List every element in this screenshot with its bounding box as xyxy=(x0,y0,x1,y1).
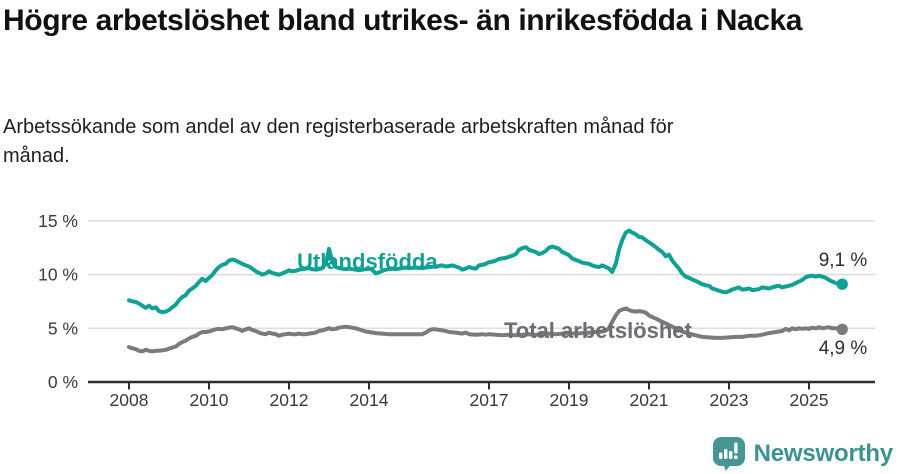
y-tick-label-15: 15 % xyxy=(38,211,78,231)
x-tick-label-2012: 2012 xyxy=(270,390,309,410)
x-tick-label-2019: 2019 xyxy=(550,390,589,410)
x-tick-label-2014: 2014 xyxy=(350,390,389,410)
chart-series xyxy=(127,228,848,354)
x-tick-label-2010: 2010 xyxy=(190,390,229,410)
y-tick-label-5: 5 % xyxy=(48,318,78,338)
series-end-dot-total xyxy=(836,323,848,335)
x-tick-label-2021: 2021 xyxy=(630,390,669,410)
brand-name: Newsworthy xyxy=(753,440,894,467)
chart-gridlines: 0 % 5 % 10 % 15 % xyxy=(38,211,875,392)
series-end-dot-utlandsfodda xyxy=(836,278,848,290)
end-value-label-total: 4,9 % xyxy=(819,338,868,359)
page-title: Högre arbetslöshet bland utrikes- än inr… xyxy=(3,4,803,37)
x-tick-label-2017: 2017 xyxy=(470,390,509,410)
x-tick-label-2025: 2025 xyxy=(790,390,829,410)
y-tick-label-10: 10 % xyxy=(38,265,78,285)
line-chart: 0 %5 %10 %15 % 2008 2010 2012 2014 2017 2019 2… xyxy=(38,211,875,410)
y-tick-label-0: 0 % xyxy=(48,372,78,392)
chart-axis: 2008 2010 2012 2014 2017 2019 2021 2023 2025 xyxy=(88,380,875,410)
series-label-total-arbetsloshet: Total arbetslöshet xyxy=(504,318,693,343)
series-label-utlandsfodda: Utlandsfödda xyxy=(297,249,438,274)
brand-footer: Newsworthy xyxy=(712,437,894,471)
x-tick-label-2023: 2023 xyxy=(710,390,749,410)
series-line-total xyxy=(127,306,845,354)
x-tick-label-2008: 2008 xyxy=(110,390,149,410)
end-value-label-utlandsfodda: 9,1 % xyxy=(819,250,868,271)
page-subtitle: Arbetssökande som andel av den registerb… xyxy=(3,116,674,167)
chart-annotations: Utlandsfödda Total arbetslöshet 9,1 % 4,9 % xyxy=(297,249,867,359)
series-line-utlandsfodda xyxy=(127,228,845,315)
logo-bars-and-exclamation xyxy=(718,442,738,460)
newsworthy-logo-icon xyxy=(712,437,745,471)
